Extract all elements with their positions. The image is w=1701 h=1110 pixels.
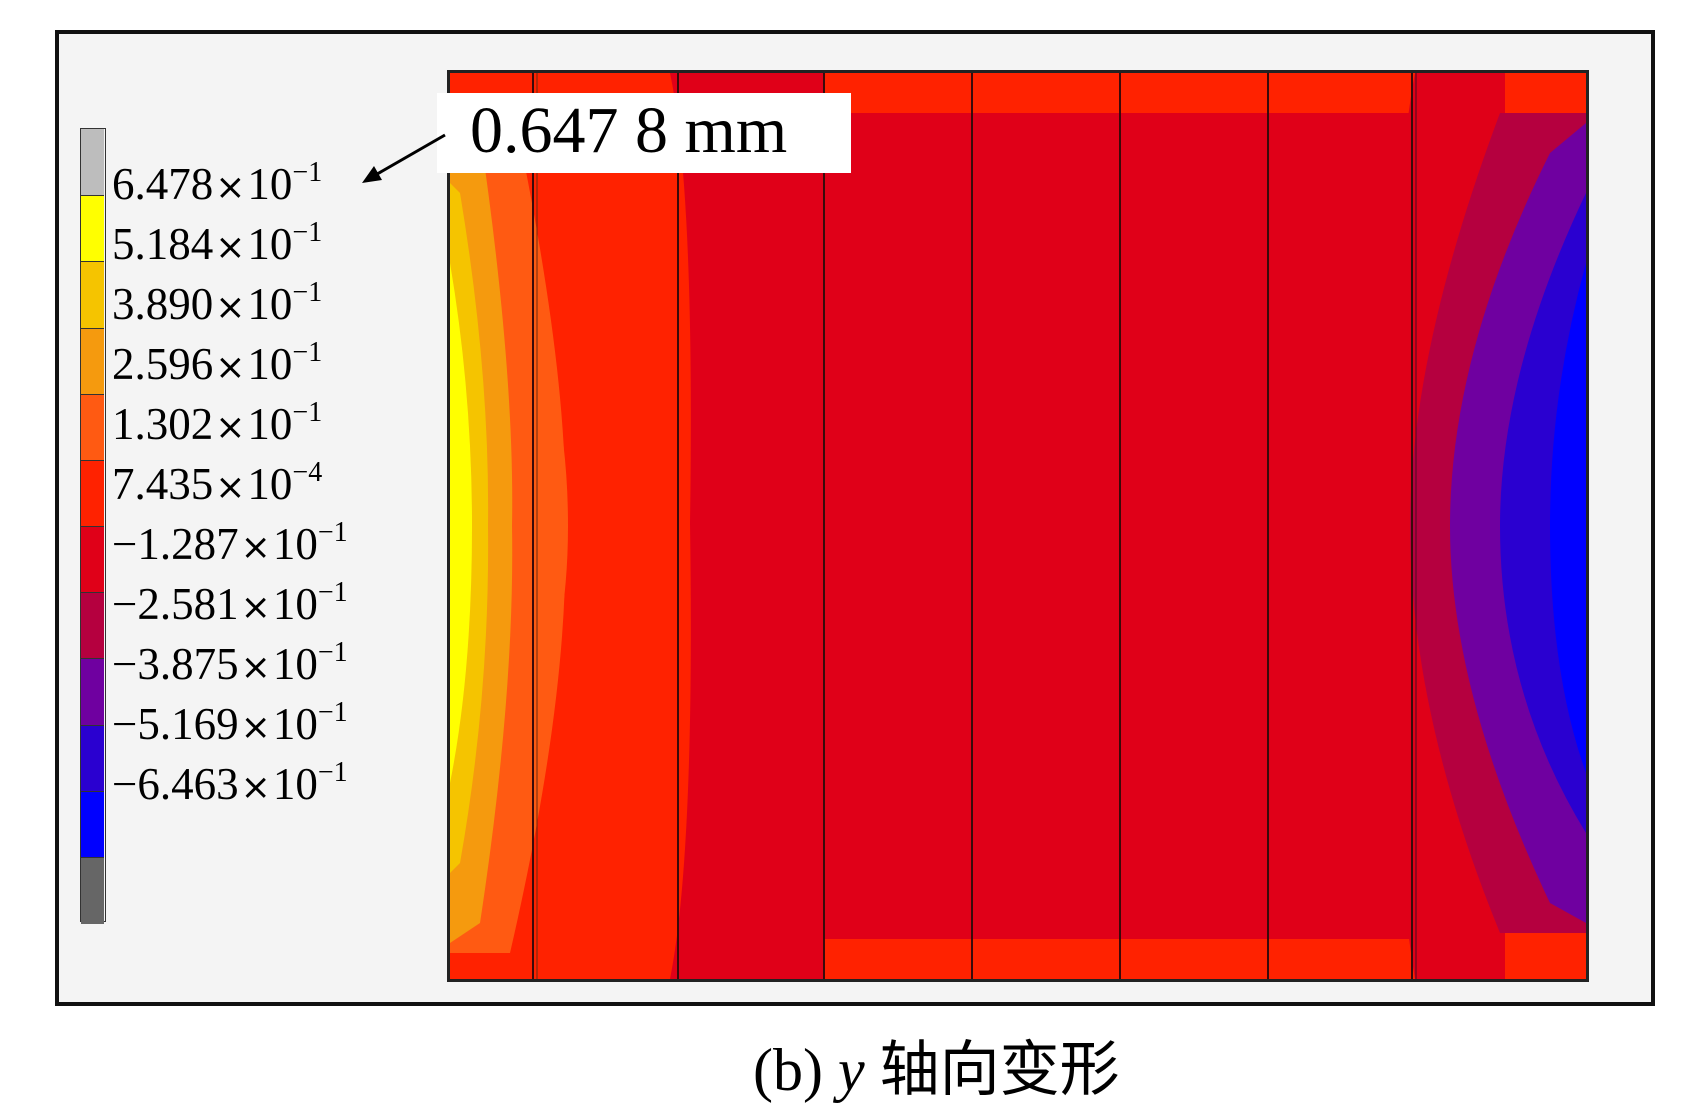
deformation-contour-plot xyxy=(447,70,1589,982)
legend-swatch xyxy=(81,459,104,527)
legend-swatch xyxy=(81,327,104,395)
contour-band-min xyxy=(1550,263,1586,773)
contour-svg xyxy=(450,73,1586,979)
legend-label: 6.478×10−1 xyxy=(112,157,323,209)
legend-swatch xyxy=(81,724,104,792)
legend-label: −1.287×10−1 xyxy=(112,517,348,569)
panel-dark-region xyxy=(1265,113,1415,939)
figure-caption: (b) y 轴向变形 xyxy=(753,1040,1120,1100)
caption-prefix: (b) xyxy=(753,1037,823,1103)
panel-dark-region xyxy=(975,113,1120,939)
legend-swatch xyxy=(81,195,104,263)
legend-color-bar xyxy=(80,128,106,924)
max-value-callout: 0.647 8 mm xyxy=(470,94,788,167)
panel-dark-region xyxy=(824,113,980,939)
legend-swatch xyxy=(81,393,104,461)
legend-swatch xyxy=(81,129,104,196)
legend-label: 5.184×10−1 xyxy=(112,217,323,269)
contour-band-warm-3 xyxy=(530,313,568,733)
legend-swatch xyxy=(81,658,104,726)
legend-label: −3.875×10−1 xyxy=(112,637,348,689)
legend-label: −6.463×10−1 xyxy=(112,757,348,809)
legend-swatch xyxy=(81,856,104,924)
legend-swatch xyxy=(81,526,104,594)
callout-arrow-icon xyxy=(362,133,446,183)
panel-dark-region xyxy=(1120,113,1265,939)
legend-swatch xyxy=(81,261,104,329)
legend-label: 3.890×10−1 xyxy=(112,277,323,329)
legend-label: 2.596×10−1 xyxy=(112,337,323,389)
legend-label: 1.302×10−1 xyxy=(112,397,323,449)
legend-label: −5.169×10−1 xyxy=(112,697,348,749)
legend-label: −2.581×10−1 xyxy=(112,577,348,629)
legend-label: 7.435×10−4 xyxy=(112,457,323,509)
callout-box xyxy=(437,93,851,173)
contour-band-max xyxy=(450,263,472,783)
panel-dark-region xyxy=(670,73,824,979)
legend-swatch xyxy=(81,790,104,858)
legend-swatch xyxy=(81,592,104,660)
caption-variable: y xyxy=(837,1037,865,1103)
caption-text: 轴向变形 xyxy=(879,1037,1120,1103)
